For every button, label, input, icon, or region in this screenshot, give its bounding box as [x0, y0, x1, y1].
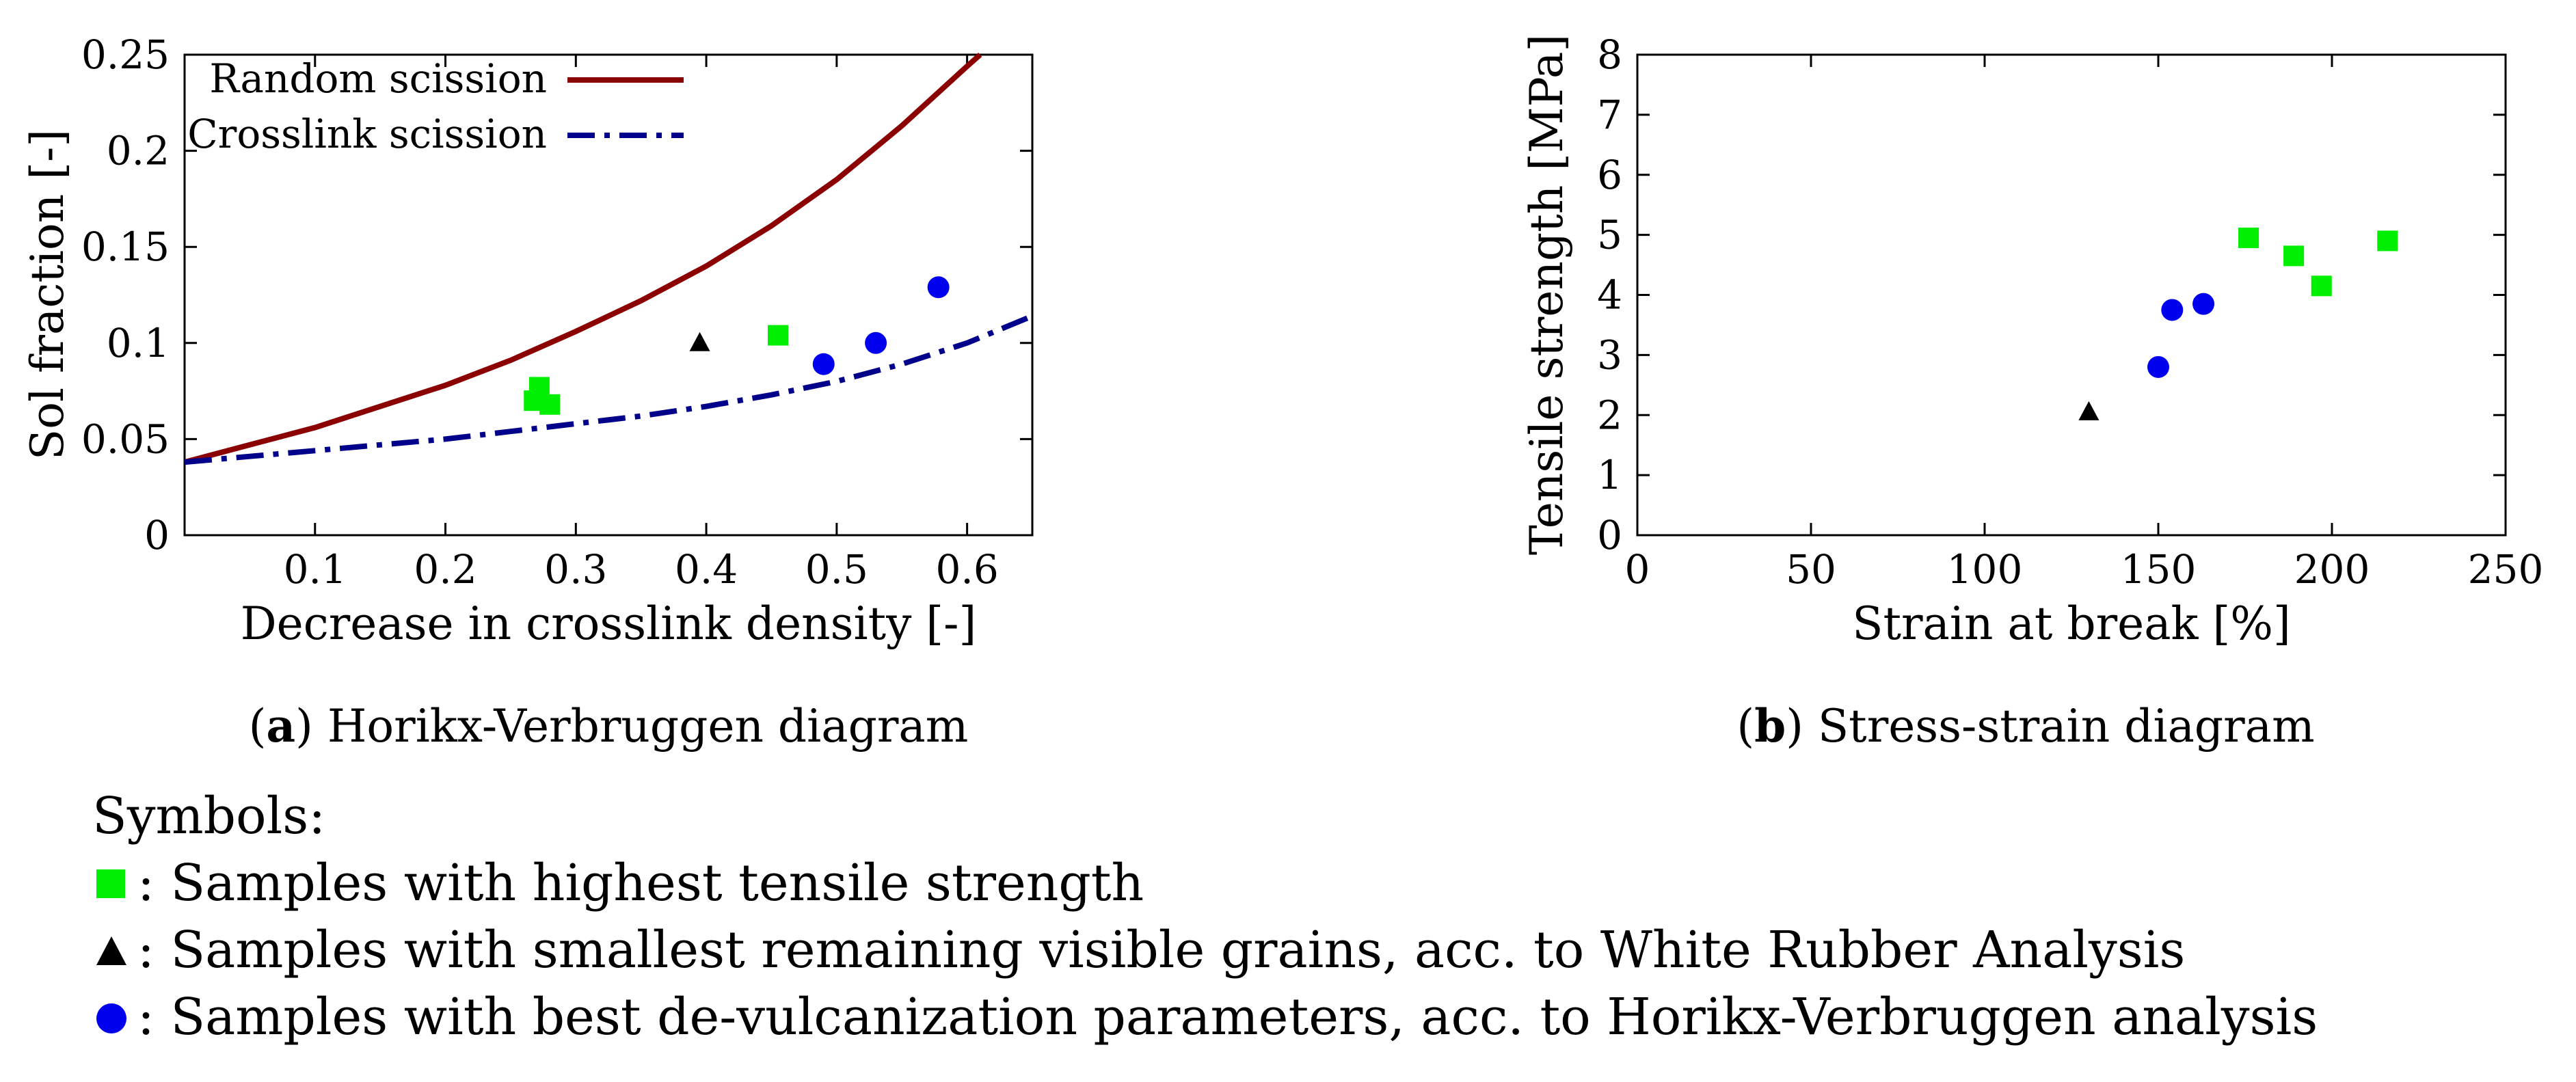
x-tick-label: 200: [2294, 546, 2370, 593]
chart-a-ylabel: Sol fraction [-]: [21, 129, 74, 460]
chart-b-xlabel: Strain at break [%]: [1852, 597, 2290, 650]
y-tick-label: 0: [144, 512, 170, 558]
data-point-square: [2238, 228, 2259, 249]
random-scission-line: [183, 53, 982, 465]
chart-a-points: [524, 276, 950, 415]
x-tick-label: 0.4: [675, 546, 738, 593]
symbol-triangle-text: : Samples with smallest remaining visibl…: [137, 921, 2186, 979]
y-tick-label: 3: [1597, 332, 1622, 378]
square-symbol-icon: [96, 869, 125, 898]
symbol-row-circle: : Samples with best de-vulcanization par…: [92, 984, 2318, 1051]
y-tick-label: 5: [1597, 212, 1622, 258]
chart-b-ylabel: Tensile strength [MPa]: [1520, 34, 1573, 555]
symbols-heading: Symbols:: [92, 787, 326, 846]
chart-a: 0.1 0.2 0.3 0.4 0.5 0.6 0 0.05 0.1 0.15 0.2 0.25 Ra…: [21, 31, 1034, 753]
crosslink-scission-line: [184, 313, 1034, 465]
x-tick-label: 0: [1625, 546, 1650, 593]
x-tick-label: 150: [2121, 546, 2197, 593]
legend-random-scission: Random scission: [209, 55, 547, 102]
y-tick-label: 0.2: [107, 128, 170, 174]
data-point-circle: [2147, 355, 2169, 378]
chart-b-caption: (b) Stress-strain diagram: [1736, 699, 2314, 753]
y-tick-label: 0: [1597, 512, 1622, 558]
y-tick-label: 0.1: [107, 320, 170, 366]
data-point-triangle: [2078, 401, 2099, 420]
data-point-circle: [927, 276, 950, 299]
symbol-circle-text: : Samples with best de-vulcanization par…: [137, 988, 2318, 1046]
y-tick-label: 0.05: [81, 416, 170, 462]
x-tick-label: 0.2: [414, 546, 477, 593]
x-tick-label: 50: [1786, 546, 1836, 593]
y-tick-label: 0.15: [81, 224, 170, 270]
chart-a-ticks: 0.1 0.2 0.3 0.4 0.5 0.6 0 0.05 0.1 0.15 0.2 0.25: [81, 31, 1032, 593]
chart-b-ticks: 0 50 100 150 200 250 0 1 2 3 4 5 6 7 8: [1597, 31, 2543, 593]
x-tick-label: 100: [1947, 546, 2023, 593]
symbol-square-text: : Samples with highest tensile strength: [137, 854, 1144, 912]
chart-a-legend: Random scission Crosslink scission: [187, 55, 684, 157]
x-tick-label: 250: [2468, 546, 2544, 593]
y-tick-label: 4: [1597, 272, 1622, 319]
data-point-square: [539, 394, 561, 415]
x-tick-label: 0.3: [544, 546, 607, 593]
legend-crosslink-scission: Crosslink scission: [187, 111, 547, 157]
triangle-symbol-icon: [96, 936, 126, 965]
data-point-square: [768, 325, 788, 346]
data-point-square: [2311, 275, 2332, 297]
chart-a-xlabel: Decrease in crosslink density [-]: [241, 597, 976, 650]
x-tick-label: 0.6: [935, 546, 998, 593]
chart-a-plot-frame: [183, 53, 1034, 537]
chart-b-plot-frame: [1636, 53, 2507, 537]
y-tick-label: 6: [1597, 152, 1622, 198]
data-point-circle: [812, 353, 835, 375]
circle-symbol-icon: [96, 1003, 126, 1033]
y-tick-label: 1: [1597, 452, 1622, 498]
data-point-circle: [2192, 293, 2215, 315]
y-tick-label: 0.25: [81, 31, 170, 78]
chart-b-points: [2078, 228, 2398, 420]
data-point-triangle: [689, 332, 710, 351]
y-tick-label: 2: [1597, 392, 1622, 438]
symbol-row-triangle: : Samples with smallest remaining visibl…: [92, 917, 2318, 984]
x-tick-label: 0.1: [284, 546, 347, 593]
chart-a-caption: (a) Horikx-Verbruggen diagram: [249, 699, 969, 753]
symbols-legend: Symbols: : Samples with highest tensile …: [92, 783, 2318, 1051]
symbol-row-square: : Samples with highest tensile strength: [92, 850, 2318, 917]
data-point-square: [2283, 245, 2305, 267]
y-tick-label: 7: [1597, 92, 1622, 138]
x-tick-label: 0.5: [805, 546, 868, 593]
data-point-circle: [2161, 299, 2184, 321]
y-tick-label: 8: [1597, 31, 1622, 78]
data-point-circle: [865, 332, 887, 354]
data-point-square: [2377, 230, 2398, 252]
chart-b: 0 50 100 150 200 250 0 1 2 3 4 5 6 7 8 Strain at break…: [1520, 31, 2543, 753]
